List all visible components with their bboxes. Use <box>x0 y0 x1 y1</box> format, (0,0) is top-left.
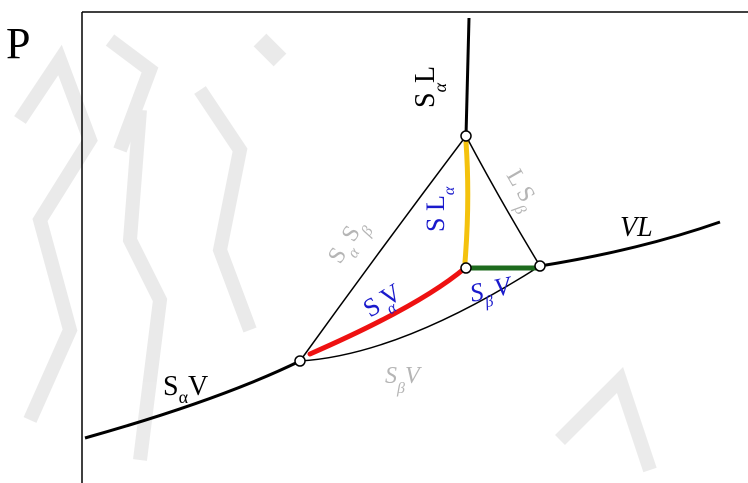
axis-frame <box>81 11 748 483</box>
label-sl-alpha-metastable: S Lα <box>421 186 458 232</box>
curve-sa-sb <box>299 135 467 362</box>
label-sb-v: SβV <box>385 363 422 397</box>
metastable-sa-v-red <box>307 265 468 357</box>
label-sa-sb: SαSβ <box>323 214 377 272</box>
triple-point-left <box>294 355 306 367</box>
triple-point-top <box>460 130 472 142</box>
background-texture <box>14 33 657 473</box>
triple-points <box>294 130 546 367</box>
curve-sa-v <box>84 359 301 440</box>
curve-sb-v <box>299 265 541 362</box>
label-sv-beta-metastable: SβV <box>467 270 517 313</box>
triple-point-metastable <box>460 262 472 274</box>
curve-sa-l <box>464 17 471 137</box>
label-sa-v: SαV <box>163 371 208 407</box>
metastable-sa-l-yellow <box>462 139 471 265</box>
label-vl: VL <box>620 212 653 243</box>
phase-boundaries <box>84 17 721 440</box>
curve-vl <box>539 220 721 268</box>
curve-l-sb <box>465 135 541 267</box>
label-sa-l: SαL <box>410 66 450 108</box>
triple-point-right <box>534 260 546 272</box>
axis-label-p: P <box>6 19 30 68</box>
label-l-sb: L Sβ <box>494 165 544 218</box>
